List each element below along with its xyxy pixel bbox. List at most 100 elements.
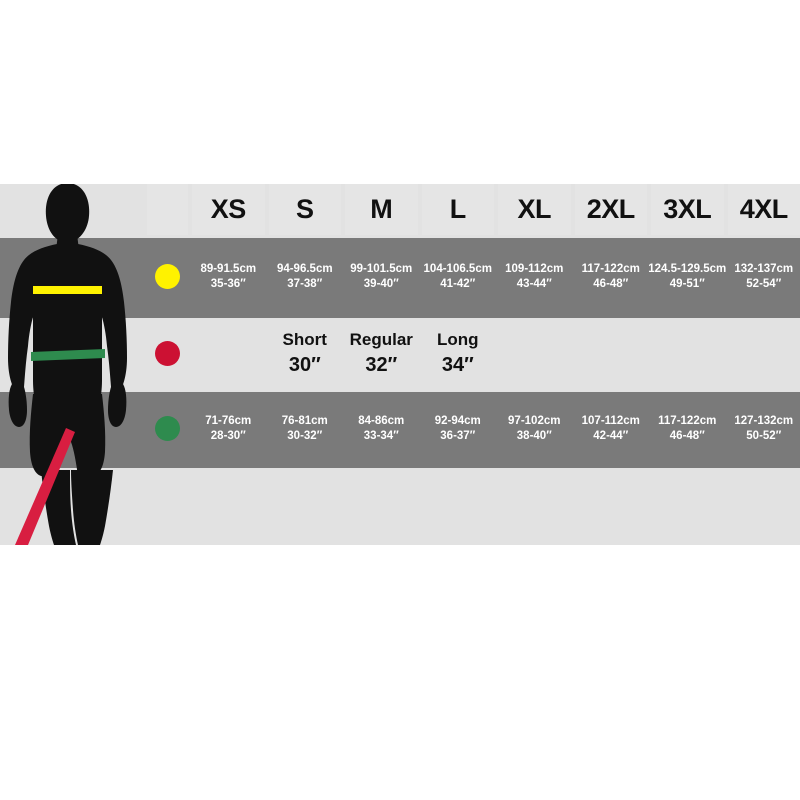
inseam-cell-4xl bbox=[727, 318, 800, 389]
inseam-length-value: 30″ bbox=[288, 354, 321, 377]
inseam-cell-2xl bbox=[574, 318, 647, 389]
inseam-length-name: Long bbox=[436, 329, 479, 349]
size-header-label: M bbox=[370, 193, 393, 224]
footer-cell-l bbox=[421, 468, 494, 545]
size-header-s: S bbox=[268, 184, 341, 235]
waist-value-inches: 33-34″ bbox=[363, 429, 399, 442]
footer-cell-4xl bbox=[727, 468, 800, 545]
male-body-silhouette bbox=[0, 184, 147, 545]
size-header-label: XS bbox=[210, 193, 247, 224]
marker-cell-inseam bbox=[147, 318, 188, 389]
green-dot bbox=[155, 416, 180, 441]
size-column-m: M 99-101.5cm 39-40″ Regular 32″ 84-86cm 33-34″ bbox=[345, 184, 418, 545]
footer-cell-s bbox=[268, 468, 341, 545]
silhouette-body bbox=[8, 184, 127, 545]
chest-value-cm: 117-122cm bbox=[581, 263, 640, 276]
waist-cell-2xl: 107-112cm 42-44″ bbox=[574, 392, 647, 465]
footer-cell-xl bbox=[498, 468, 571, 545]
waist-cell-m: 84-86cm 33-34″ bbox=[345, 392, 418, 465]
chest-value-inches: 46-48″ bbox=[593, 277, 629, 290]
waist-value-cm: 84-86cm bbox=[358, 415, 405, 428]
chest-value-inches: 43-44″ bbox=[516, 277, 552, 290]
size-header-label: L bbox=[449, 193, 467, 224]
size-header-m: M bbox=[345, 184, 418, 235]
size-column-xl: XL 109-112cm 43-44″ 97-102cm 38-40″ bbox=[498, 184, 571, 545]
inseam-length-value: 32″ bbox=[365, 354, 398, 377]
size-header-4xl: 4XL bbox=[727, 184, 800, 235]
chest-value-cm: 99-101.5cm bbox=[350, 263, 413, 276]
waist-cell-l: 92-94cm 36-37″ bbox=[421, 392, 494, 465]
waist-value-cm: 117-122cm bbox=[658, 415, 717, 428]
inseam-cell-3xl bbox=[651, 318, 724, 389]
footer-cell-m bbox=[345, 468, 418, 545]
size-column-2xl: 2XL 117-122cm 46-48″ 107-112cm 42-44″ bbox=[574, 184, 647, 545]
size-header-xl: XL bbox=[498, 184, 571, 235]
size-column-l: L 104-106.5cm 41-42″ Long 34″ 92-94cm 36-37″ bbox=[421, 184, 494, 545]
footer-cell-2xl bbox=[574, 468, 647, 545]
size-column-xs: XS 89-91.5cm 35-36″ 71-76cm 28-30″ bbox=[192, 184, 265, 545]
waist-value-inches: 28-30″ bbox=[210, 429, 246, 442]
inseam-cell-m: Regular 32″ bbox=[345, 318, 418, 389]
size-header-2xl: 2XL bbox=[574, 184, 647, 235]
waist-value-cm: 71-76cm bbox=[205, 415, 252, 428]
waist-value-inches: 50-52″ bbox=[746, 429, 782, 442]
inseam-length-name: Short bbox=[282, 329, 327, 349]
waist-value-cm: 107-112cm bbox=[581, 415, 640, 428]
inseam-cell-xl bbox=[498, 318, 571, 389]
marker-cell-waist bbox=[147, 392, 188, 465]
chest-value-inches: 37-38″ bbox=[287, 277, 323, 290]
waist-value-cm: 97-102cm bbox=[508, 415, 561, 428]
inseam-cell-s: Short 30″ bbox=[268, 318, 341, 389]
chest-measure-line bbox=[33, 286, 102, 294]
chest-value-cm: 109-112cm bbox=[505, 263, 564, 276]
waist-cell-s: 76-81cm 30-32″ bbox=[268, 392, 341, 465]
waist-value-inches: 30-32″ bbox=[287, 429, 323, 442]
chest-cell-4xl: 132-137cm 52-54″ bbox=[727, 238, 800, 315]
chest-value-inches: 41-42″ bbox=[440, 277, 476, 290]
inseam-cell-l: Long 34″ bbox=[421, 318, 494, 389]
inseam-measure-line bbox=[15, 428, 75, 545]
size-header-l: L bbox=[421, 184, 494, 235]
inseam-length-value: 34″ bbox=[441, 354, 474, 377]
waist-value-inches: 42-44″ bbox=[593, 429, 629, 442]
size-header-label: XL bbox=[517, 193, 551, 224]
chest-value-cm: 104-106.5cm bbox=[423, 263, 492, 276]
size-column-s: S 94-96.5cm 37-38″ Short 30″ 76-81cm 30-32″ bbox=[268, 184, 341, 545]
size-header-3xl: 3XL bbox=[651, 184, 724, 235]
waist-value-inches: 46-48″ bbox=[669, 429, 705, 442]
waist-value-cm: 92-94cm bbox=[434, 415, 481, 428]
inseam-cell-xs bbox=[192, 318, 265, 389]
chest-value-inches: 35-36″ bbox=[210, 277, 246, 290]
waist-value-cm: 127-132cm bbox=[734, 415, 794, 428]
chest-cell-3xl: 124.5-129.5cm 49-51″ bbox=[648, 238, 727, 315]
size-table: XS 89-91.5cm 35-36″ 71-76cm 28-30″ S 94-96.5cm… bbox=[147, 184, 800, 545]
waist-cell-xs: 71-76cm 28-30″ bbox=[192, 392, 265, 465]
size-header-label: 3XL bbox=[663, 193, 712, 224]
waist-value-inches: 38-40″ bbox=[516, 429, 552, 442]
chest-value-cm: 132-137cm bbox=[734, 263, 794, 276]
footer-cell-3xl bbox=[651, 468, 724, 545]
chest-cell-xs: 89-91.5cm 35-36″ bbox=[192, 238, 265, 315]
size-header-xs: XS bbox=[192, 184, 265, 235]
chest-value-cm: 89-91.5cm bbox=[200, 263, 257, 276]
chest-cell-l: 104-106.5cm 41-42″ bbox=[421, 238, 494, 315]
size-header-label: 4XL bbox=[739, 193, 789, 224]
chest-cell-xl: 109-112cm 43-44″ bbox=[498, 238, 571, 315]
yellow-dot bbox=[155, 264, 180, 289]
chest-value-inches: 39-40″ bbox=[363, 277, 399, 290]
chest-value-inches: 52-54″ bbox=[746, 277, 782, 290]
chest-value-cm: 124.5-129.5cm bbox=[648, 263, 727, 276]
marker-cell-chest bbox=[147, 238, 188, 315]
chest-value-cm: 94-96.5cm bbox=[276, 263, 333, 276]
chest-cell-s: 94-96.5cm 37-38″ bbox=[268, 238, 341, 315]
chest-cell-m: 99-101.5cm 39-40″ bbox=[345, 238, 418, 315]
inseam-length-name: Regular bbox=[349, 329, 413, 349]
waist-cell-xl: 97-102cm 38-40″ bbox=[498, 392, 571, 465]
size-column-3xl: 3XL 124.5-129.5cm 49-51″ 117-122cm 46-48″ bbox=[648, 184, 727, 545]
footer-cell-xs bbox=[192, 468, 265, 545]
waist-value-inches: 36-37″ bbox=[440, 429, 476, 442]
red-dot bbox=[155, 341, 180, 366]
size-header-label: 2XL bbox=[586, 193, 636, 224]
marker-header-cell bbox=[147, 184, 188, 235]
